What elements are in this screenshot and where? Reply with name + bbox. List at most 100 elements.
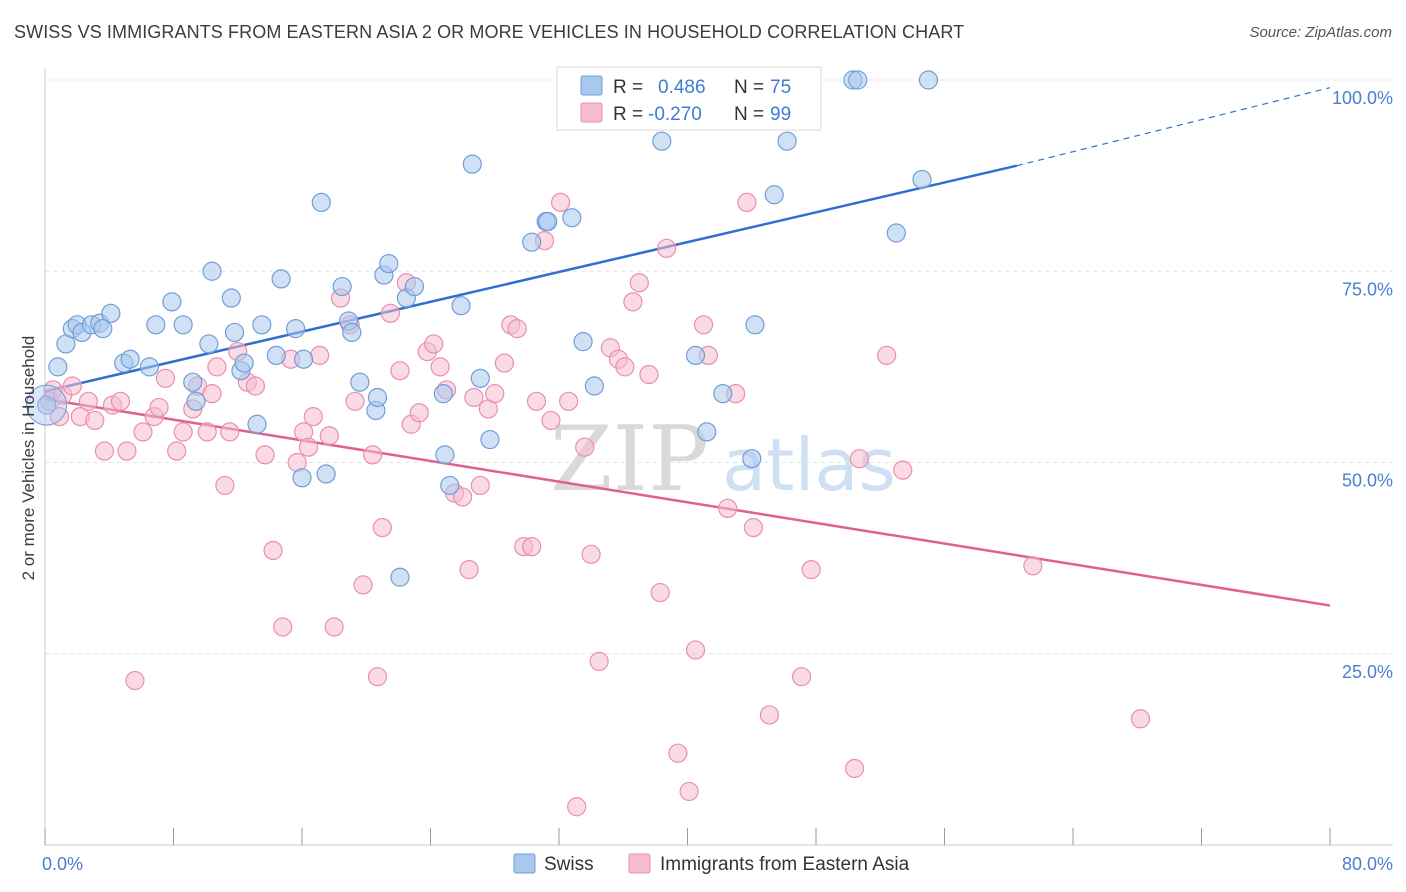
asia-point — [801, 559, 821, 580]
asia-point — [485, 384, 505, 404]
swiss-trend-line — [44, 164, 1018, 393]
swiss-point — [404, 276, 425, 297]
asia-point — [380, 303, 400, 323]
asia-point — [526, 391, 547, 411]
asia-point — [173, 422, 193, 442]
y-tick-label-3: 100.0% — [1332, 88, 1393, 108]
source-credit: Source: ZipAtlas.com — [1249, 24, 1392, 41]
asia-point — [117, 441, 137, 461]
asia-point — [693, 315, 714, 335]
swiss-r-value: 0.486 — [658, 77, 706, 98]
asia-point — [319, 426, 339, 446]
swiss-point — [294, 349, 314, 369]
asia-point — [110, 391, 131, 411]
asia-point — [353, 575, 373, 595]
swiss-point — [912, 169, 932, 190]
asia-point — [507, 319, 527, 339]
asia-point — [464, 387, 484, 408]
asia-point — [567, 797, 587, 817]
swiss-point — [183, 372, 203, 392]
asia-n-value: 99 — [770, 104, 791, 125]
swiss-point — [538, 211, 558, 232]
asia-point — [207, 357, 227, 377]
asia-n-label: N = — [734, 104, 764, 125]
asia-point — [877, 345, 897, 365]
swiss-point — [247, 414, 267, 434]
swiss-point — [139, 357, 160, 377]
swiss-point — [332, 276, 352, 297]
watermark-zip: ZIP — [550, 407, 709, 512]
swiss-point — [199, 334, 219, 354]
swiss-n-value: 75 — [770, 77, 791, 98]
asia-point — [125, 670, 145, 691]
swiss-point — [120, 349, 140, 369]
asia-point — [551, 192, 571, 212]
asia-stat-swatch — [580, 102, 603, 123]
asia-point — [791, 667, 812, 687]
asia-point — [155, 368, 176, 388]
swiss-point — [186, 391, 206, 411]
x-tick-label-0: 0.0% — [42, 854, 83, 874]
asia-point — [629, 273, 649, 293]
swiss-point — [584, 376, 604, 396]
asia-point — [844, 758, 865, 779]
asia-point — [263, 540, 283, 561]
asia-point — [220, 422, 240, 442]
swiss-cluster-point — [26, 384, 68, 426]
swiss-point — [93, 319, 113, 339]
asia-point — [650, 582, 670, 603]
asia-point — [679, 781, 699, 802]
asia-point — [453, 487, 473, 507]
asia-point — [303, 407, 323, 427]
y-tick-label-2: 75.0% — [1342, 279, 1393, 299]
swiss-point — [221, 288, 241, 308]
swiss-point — [367, 387, 388, 408]
tick-labels: 25.0% 50.0% 75.0% 100.0% 0.0% 80.0% — [42, 88, 1393, 874]
swiss-point — [266, 345, 286, 365]
swiss-point — [918, 70, 939, 90]
asia-point — [390, 361, 410, 381]
swiss-point — [48, 357, 68, 377]
swiss-point — [440, 475, 460, 496]
swiss-point — [379, 254, 399, 274]
swiss-point — [462, 154, 482, 174]
asia-point — [1130, 709, 1151, 729]
asia-point — [718, 498, 738, 518]
swiss-point — [435, 445, 455, 465]
swiss-point — [390, 567, 410, 587]
swiss-point — [292, 468, 312, 488]
asia-point — [541, 410, 561, 431]
swiss-stat-swatch — [580, 75, 603, 96]
swiss-point — [224, 322, 245, 343]
swiss-point — [316, 464, 336, 484]
x-tick-label-1: 80.0% — [1342, 854, 1393, 874]
legend: Swiss Immigrants from Eastern Asia — [513, 853, 910, 875]
asia-point — [424, 334, 444, 354]
swiss-point — [162, 292, 182, 312]
swiss-point — [433, 384, 453, 404]
swiss-points — [26, 70, 939, 587]
swiss-point — [252, 315, 272, 335]
swiss-n-label: N = — [734, 77, 764, 98]
swiss-point — [764, 185, 784, 205]
asia-point — [62, 376, 82, 396]
swiss-point — [685, 345, 706, 365]
axes — [44, 68, 1393, 846]
asia-point — [409, 403, 429, 423]
asia-point — [202, 384, 222, 404]
chart-title: SWISS VS IMMIGRANTS FROM EASTERN ASIA 2 … — [14, 22, 965, 42]
swiss-point — [562, 208, 582, 228]
asia-r-label: R = — [613, 104, 643, 125]
asia-point — [685, 640, 706, 660]
asia-point — [470, 475, 490, 496]
asia-point — [149, 397, 169, 418]
asia-point — [668, 743, 688, 763]
swiss-point — [522, 232, 542, 252]
asia-point — [559, 391, 579, 411]
asia-point — [615, 357, 635, 377]
asia-point — [1023, 556, 1043, 576]
swiss-point — [202, 261, 222, 281]
asia-point — [759, 705, 780, 725]
legend-label-swiss: Swiss — [544, 854, 594, 875]
swiss-point — [285, 319, 306, 339]
